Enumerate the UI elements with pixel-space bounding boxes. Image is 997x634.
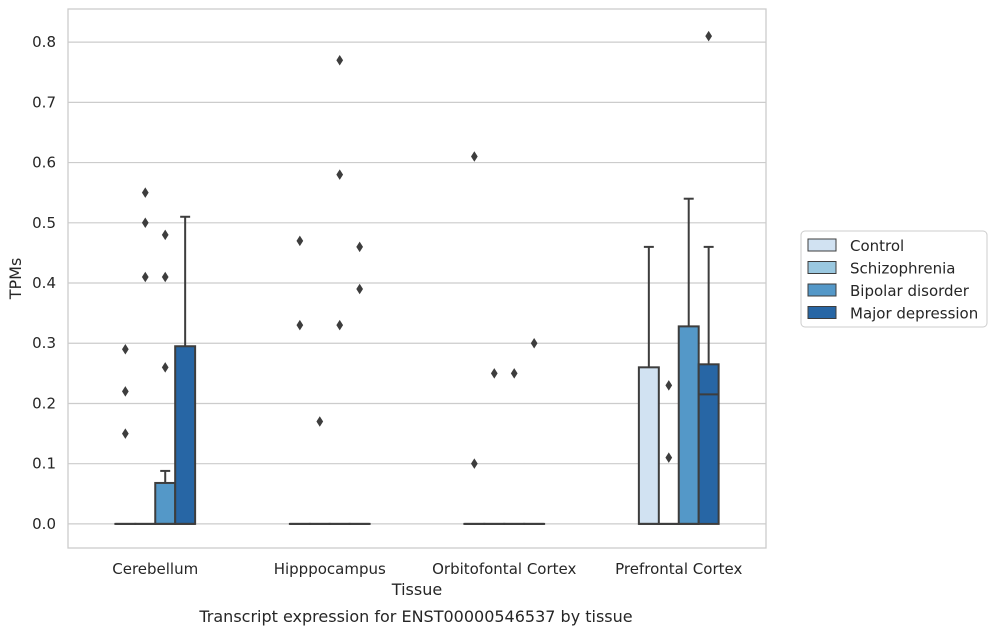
y-tick-label: 0.2	[32, 394, 56, 412]
box-major-depression	[174, 215, 197, 525]
legend-swatch	[807, 238, 837, 252]
box-major-depression	[697, 245, 720, 525]
outlier-point	[296, 319, 304, 331]
outlier-point	[121, 344, 129, 355]
box-control	[637, 245, 660, 525]
outlier-point	[336, 319, 344, 331]
outlier-point	[316, 416, 324, 427]
box	[697, 363, 720, 525]
outlier-point	[141, 187, 149, 198]
outlier-point	[121, 428, 129, 439]
y-tick-label: 0.5	[32, 214, 56, 232]
y-tick-label: 0.4	[32, 274, 56, 292]
y-tick-label: 0.3	[32, 334, 56, 352]
y-tick-label: 0.1	[32, 455, 56, 473]
legend-item: Bipolar disorder	[807, 282, 970, 300]
legend-swatch	[807, 261, 837, 274]
outlier-point	[336, 169, 344, 180]
outlier-point	[470, 151, 478, 162]
outlier-point	[530, 337, 538, 349]
legend-swatch	[807, 283, 837, 297]
legend-swatch	[807, 306, 837, 319]
legend-label: Schizophrenia	[850, 260, 955, 278]
outlier-point	[141, 217, 149, 229]
legend-item: Major depression	[807, 305, 978, 323]
legend-label: Major depression	[850, 305, 978, 323]
outlier-point	[161, 362, 169, 373]
y-axis-ticks: 0.0 0.1 0.2 0.3 0.4 0.5 0.6 0.7 0.8	[32, 33, 56, 533]
legend-frame	[800, 230, 988, 328]
legend-label: Bipolar disorder	[850, 282, 970, 300]
x-tick-label: Hipppocampus	[274, 560, 386, 578]
plot-frame	[67, 8, 767, 549]
outlier-point	[141, 271, 149, 283]
outlier-points	[121, 30, 713, 469]
x-tick-label: Prefrontal Cortex	[615, 560, 742, 578]
outlier-point	[470, 458, 478, 469]
y-tick-label: 0.7	[32, 93, 56, 111]
outlier-point	[336, 54, 344, 66]
box	[174, 345, 197, 525]
box-bipolar-disorder	[154, 469, 177, 525]
legend: Control Schizophrenia Bipolar disorder Majo…	[800, 230, 988, 328]
y-tick-label: 0.0	[32, 515, 56, 533]
outlier-point	[665, 452, 673, 463]
legend-label: Control	[850, 237, 904, 255]
outlier-point	[705, 30, 713, 42]
outlier-point	[356, 283, 364, 295]
box-bipolar-disorder	[677, 197, 700, 525]
outlier-point	[490, 368, 498, 379]
figure-caption: Transcript expression for ENST0000054653…	[198, 607, 632, 626]
box-plots	[114, 197, 720, 525]
outlier-point	[510, 368, 518, 379]
y-axis-label: TPMs	[6, 258, 25, 301]
box	[677, 325, 700, 525]
outlier-point	[121, 386, 129, 397]
box	[154, 481, 177, 525]
legend-item: Schizophrenia	[807, 260, 955, 278]
legend-item: Control	[807, 237, 904, 255]
outlier-point	[296, 235, 304, 247]
grid-lines	[68, 41, 766, 525]
outlier-point	[161, 271, 169, 283]
box	[637, 366, 660, 525]
outlier-point	[356, 241, 364, 253]
outlier-point	[161, 229, 169, 241]
x-axis-label: Tissue	[391, 580, 442, 599]
x-tick-label: Orbitofontal Cortex	[432, 560, 576, 578]
y-tick-label: 0.6	[32, 154, 56, 172]
x-tick-label: Cerebellum	[112, 560, 198, 578]
outlier-point	[665, 380, 673, 391]
x-axis-ticks: Cerebellum Hipppocampus Orbitofontal Corte…	[112, 560, 742, 578]
y-tick-label: 0.8	[32, 33, 56, 51]
